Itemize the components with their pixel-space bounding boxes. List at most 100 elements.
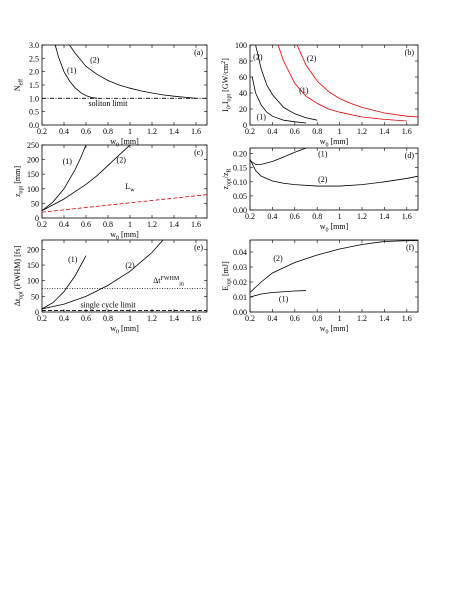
x-tick-label: 0.4	[267, 212, 277, 221]
x-tick-label: 1	[128, 220, 132, 229]
text-segment: [mm]	[119, 137, 139, 146]
y-tick-label: 200	[27, 245, 39, 254]
x-tick-label: 0.6	[81, 220, 91, 229]
text-segment: [mJ]	[221, 261, 230, 278]
annotation: (1)	[68, 255, 78, 264]
annotation: (2)	[90, 55, 100, 64]
x-tick-label: 1.6	[191, 127, 201, 136]
annotation: (1)	[279, 295, 289, 304]
text-segment: [mm]	[119, 324, 139, 333]
text-segment: Δt	[13, 298, 22, 306]
text-segment: N	[13, 85, 22, 91]
text-segment: w	[110, 137, 116, 146]
text-segment: (2)	[318, 175, 328, 184]
y-tick-label: 0	[35, 214, 39, 223]
text-segment: (1)	[63, 157, 73, 166]
x-tick-label: 0.4	[267, 127, 277, 136]
curve	[296, 45, 418, 118]
text-segment: single cycle limit	[80, 301, 136, 310]
x-axis-label: w0 [mm]	[110, 324, 139, 336]
curve	[255, 45, 318, 121]
text-segment: z	[13, 193, 22, 197]
curve	[42, 145, 131, 212]
x-tick-label: 0.4	[267, 314, 277, 323]
y-tick-label: 3.0	[29, 41, 39, 50]
annotation: (2)	[125, 261, 135, 270]
text-segment: soliton limit	[89, 99, 129, 108]
text-segment: 0	[326, 143, 329, 149]
y-tick-label: 100	[27, 185, 39, 194]
x-tick-label: 0.4	[59, 127, 69, 136]
y-tick-label: 0.0	[29, 121, 39, 130]
plot-frame	[41, 144, 208, 219]
x-tick-label: 1.6	[402, 314, 412, 323]
y-tick-label: 200	[27, 156, 39, 165]
text-segment: E	[221, 286, 230, 291]
x-tick-label: 1	[338, 212, 342, 221]
y-tick-label: 2.0	[29, 68, 39, 77]
y-tick-label: 0.03	[233, 263, 247, 272]
x-tick-label: 0.2	[245, 212, 255, 221]
curve	[250, 290, 307, 298]
x-tick-label: 1.4	[379, 314, 389, 323]
panel-label: (d)	[405, 151, 415, 160]
x-tick-label: 1.2	[147, 220, 157, 229]
y-tick-label: 100	[235, 41, 247, 50]
x-tick-label: 1.6	[191, 220, 201, 229]
x-tick-label: 1.2	[147, 314, 157, 323]
x-tick-label: 0.6	[81, 314, 91, 323]
text-segment: w	[320, 222, 326, 231]
curve	[54, 45, 98, 99]
text-segment: (2)	[253, 52, 263, 61]
y-axis-label: I0,Iopt [GW/cm2]	[221, 58, 233, 112]
x-tick-label: 1	[128, 314, 132, 323]
y-tick-label: 150	[27, 261, 39, 270]
x-tick-label: 1.6	[402, 212, 412, 221]
text-segment: Δt	[153, 276, 161, 285]
x-tick-label: 1.2	[357, 127, 367, 136]
annotation: (2)	[253, 52, 263, 61]
x-tick-label: 1	[128, 127, 132, 136]
text-segment: (1)	[318, 149, 328, 158]
text-segment: in	[179, 282, 184, 288]
text-segment: (1)	[279, 295, 289, 304]
x-tick-label: 0.6	[290, 314, 300, 323]
text-segment: opt	[227, 178, 233, 186]
annotation: (1)	[318, 149, 328, 158]
text-segment: (1)	[67, 66, 77, 75]
x-tick-label: 0.2	[37, 220, 47, 229]
y-axis-label: Eopt [mJ]	[221, 261, 233, 291]
x-tick-label: 1.4	[379, 127, 389, 136]
x-tick-label: 1	[338, 127, 342, 136]
y-tick-label: 0.20	[233, 150, 247, 159]
plot-frame	[41, 239, 208, 313]
text-segment: opt	[227, 94, 233, 102]
text-segment: w	[130, 187, 135, 193]
text-segment: (2)	[125, 261, 135, 270]
panel: 0.2 0.4 0.6 0.8 1 1.2 1.4 1.6 0.0 0.5 1.0 1.5 2.0 2.5…	[13, 41, 208, 149]
y-tick-label: 20	[239, 105, 247, 114]
annotation: (1)	[299, 86, 309, 95]
plot-frame	[41, 44, 208, 126]
curve	[250, 159, 418, 187]
text-segment: 2	[221, 61, 227, 64]
y-tick-label: 60	[239, 73, 247, 82]
text-segment: w	[320, 324, 326, 333]
x-tick-label: 0.2	[37, 314, 47, 323]
y-tick-label: 250	[27, 141, 39, 150]
text-segment: z	[221, 186, 230, 190]
panel-label: (a)	[194, 48, 203, 57]
y-tick-label: 2.5	[29, 54, 39, 63]
y-tick-label: 50	[31, 292, 39, 301]
x-tick-label: 1.2	[357, 314, 367, 323]
y-tick-label: 0.05	[233, 192, 247, 201]
text-segment: (2)	[273, 254, 283, 263]
x-tick-label: 0.2	[245, 314, 255, 323]
curve	[250, 240, 418, 293]
curve	[277, 45, 407, 122]
curve	[42, 240, 164, 310]
x-axis-label: w0 [mm]	[320, 222, 349, 234]
text-segment: (1)	[257, 112, 267, 121]
